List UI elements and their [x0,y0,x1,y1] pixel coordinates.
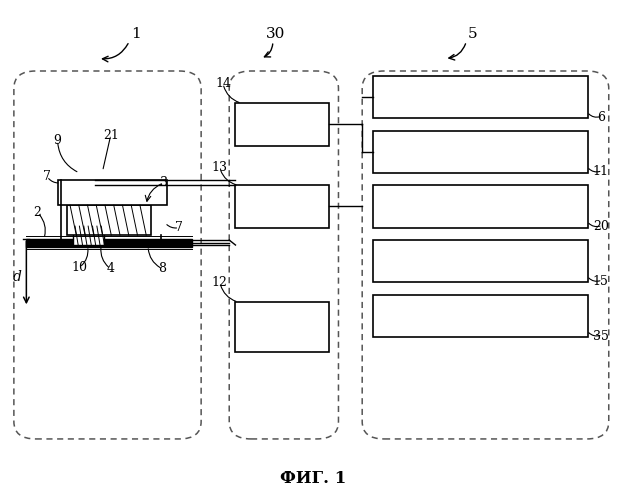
Text: 7: 7 [43,170,51,183]
Text: 35: 35 [593,330,609,342]
Bar [67,205,151,235]
Bar [58,180,167,205]
Bar [73,226,104,245]
Text: 8: 8 [159,262,166,276]
Bar [373,294,588,337]
Text: 13: 13 [212,162,228,174]
Text: 20: 20 [593,220,609,233]
Text: d: d [13,270,21,284]
Text: 14: 14 [215,77,231,90]
Text: 30: 30 [266,26,286,40]
Text: 2: 2 [34,206,41,219]
Text: 7: 7 [176,221,183,234]
Text: 5: 5 [468,26,478,40]
Text: 12: 12 [212,276,228,289]
Bar [236,104,329,146]
Bar [373,186,588,228]
Bar [236,302,329,352]
Bar [373,76,588,118]
Text: 11: 11 [593,166,609,178]
Text: ФИГ. 1: ФИГ. 1 [280,470,347,487]
Text: 21: 21 [103,129,119,142]
Text: 6: 6 [597,110,604,124]
Bar [26,238,192,246]
Text: 15: 15 [593,275,609,288]
Bar [236,186,329,228]
Text: 1: 1 [130,26,140,40]
Bar [373,130,588,173]
Text: 10: 10 [71,261,87,274]
Text: 4: 4 [107,262,115,276]
Bar [373,240,588,282]
Text: 3: 3 [160,176,167,190]
Text: 9: 9 [54,134,61,147]
